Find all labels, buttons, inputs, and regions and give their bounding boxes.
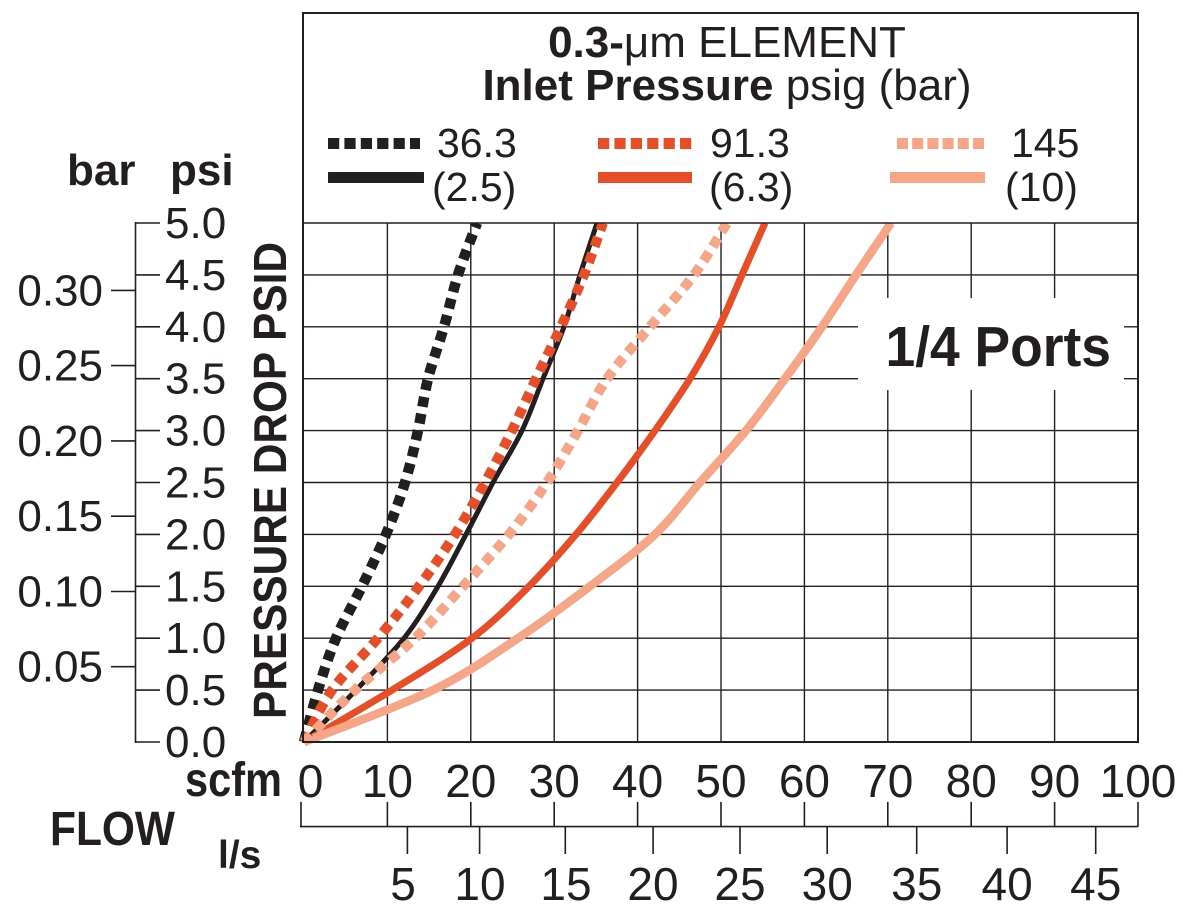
svg-text:0.25: 0.25 [17, 342, 103, 391]
svg-text:10: 10 [454, 858, 505, 908]
svg-text:60: 60 [779, 755, 830, 807]
svg-text:scfm: scfm [185, 754, 282, 807]
svg-text:10: 10 [362, 755, 413, 807]
svg-text:1.5: 1.5 [165, 562, 226, 611]
svg-text:0.0: 0.0 [165, 718, 226, 767]
svg-text:1.0: 1.0 [165, 614, 226, 663]
svg-text:40: 40 [982, 858, 1033, 908]
svg-text:50: 50 [695, 755, 746, 807]
svg-text:(10): (10) [1005, 164, 1078, 210]
svg-text:80: 80 [946, 755, 997, 807]
svg-text:psi: psi [170, 146, 234, 195]
svg-text:PRESSURE DROP PSID: PRESSURE DROP PSID [244, 242, 296, 719]
svg-text:20: 20 [627, 858, 678, 908]
svg-text:36.3: 36.3 [437, 120, 517, 166]
svg-text:3.0: 3.0 [165, 407, 226, 456]
svg-text:FLOW: FLOW [50, 803, 176, 856]
svg-text:0: 0 [298, 755, 324, 807]
svg-text:2.5: 2.5 [165, 459, 226, 508]
svg-text:45: 45 [1070, 858, 1121, 908]
svg-text:30: 30 [529, 755, 580, 807]
svg-text:(6.3): (6.3) [709, 164, 793, 210]
svg-text:70: 70 [862, 755, 913, 807]
svg-text:100: 100 [1100, 755, 1177, 807]
svg-text:4.5: 4.5 [165, 251, 226, 300]
svg-text:30: 30 [802, 858, 853, 908]
svg-text:0.10: 0.10 [17, 568, 103, 617]
svg-text:1/4 Ports: 1/4 Ports [886, 315, 1112, 379]
svg-text:5.0: 5.0 [165, 199, 226, 248]
svg-text:90: 90 [1029, 755, 1080, 807]
svg-text:bar: bar [67, 146, 135, 195]
svg-text:35: 35 [891, 858, 942, 908]
svg-text:0.05: 0.05 [17, 643, 103, 692]
svg-text:25: 25 [714, 858, 765, 908]
svg-text:0.3-μm ELEMENT: 0.3-μm ELEMENT [548, 18, 906, 67]
svg-text:4.0: 4.0 [165, 303, 226, 352]
svg-text:2.0: 2.0 [165, 510, 226, 559]
svg-text:Inlet Pressure psig (bar): Inlet Pressure psig (bar) [482, 61, 971, 110]
svg-text:145: 145 [1011, 120, 1079, 166]
svg-text:20: 20 [445, 755, 496, 807]
svg-text:40: 40 [612, 755, 663, 807]
svg-text:0.15: 0.15 [17, 492, 103, 541]
svg-text:l/s: l/s [218, 834, 261, 877]
svg-text:(2.5): (2.5) [432, 164, 516, 210]
svg-text:3.5: 3.5 [165, 355, 226, 404]
svg-text:15: 15 [540, 858, 591, 908]
svg-text:0.20: 0.20 [17, 417, 103, 466]
svg-text:91.3: 91.3 [710, 120, 790, 166]
svg-text:0.5: 0.5 [165, 666, 226, 715]
svg-text:0.30: 0.30 [17, 266, 103, 315]
svg-text:5: 5 [390, 858, 416, 908]
